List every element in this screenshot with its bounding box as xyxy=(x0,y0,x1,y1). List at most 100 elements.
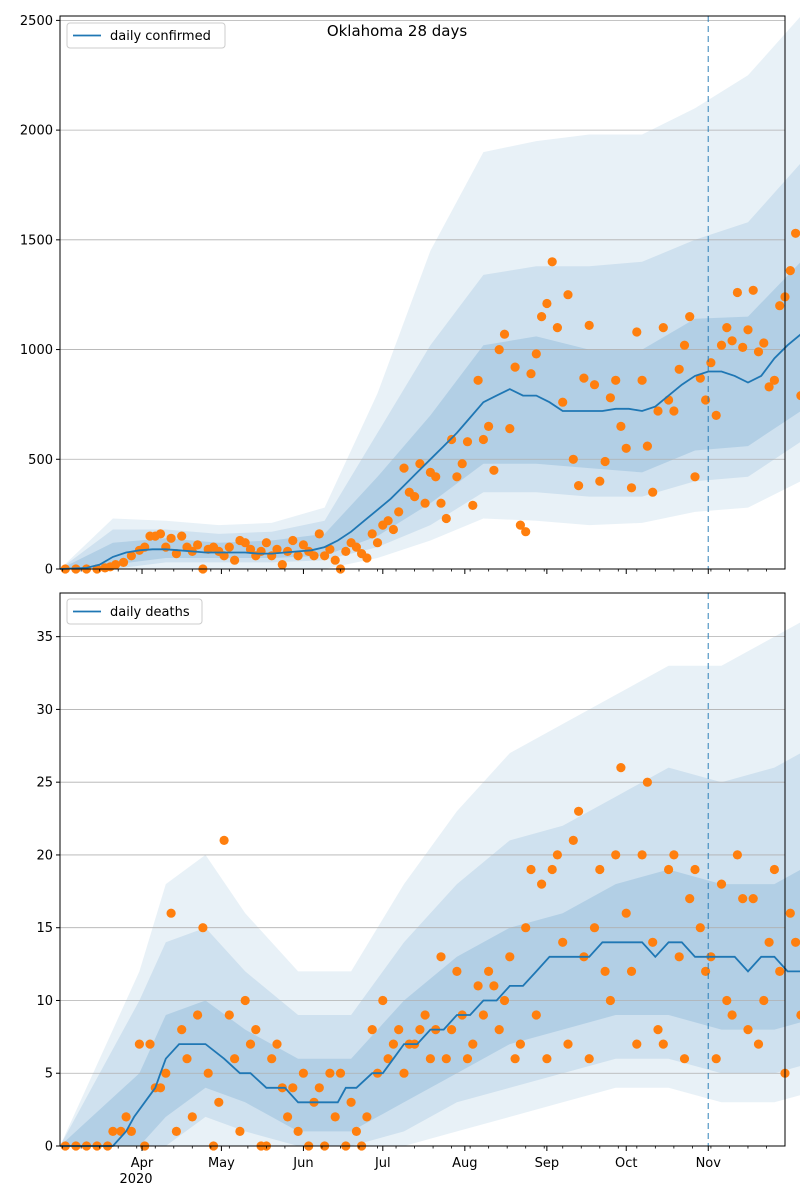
x-tick-label: Nov xyxy=(696,1156,722,1171)
observed-point xyxy=(441,513,451,524)
observed-point xyxy=(753,347,764,357)
observed-point xyxy=(272,544,282,554)
observed-point xyxy=(785,266,795,276)
y-tick-label: 1500 xyxy=(20,233,53,248)
observed-point xyxy=(796,1010,800,1020)
legend-label: daily deaths xyxy=(110,605,190,620)
observed-point xyxy=(759,995,769,1006)
observed-point xyxy=(791,937,800,947)
observed-point xyxy=(669,850,679,860)
observed-point xyxy=(219,835,229,846)
observed-point xyxy=(589,923,600,933)
observed-point xyxy=(126,551,136,561)
observed-point xyxy=(330,1112,340,1122)
observed-point xyxy=(658,1039,668,1049)
observed-point xyxy=(558,397,568,407)
observed-point xyxy=(362,1112,372,1122)
observed-point xyxy=(505,424,515,434)
observed-point xyxy=(605,995,616,1006)
observed-point xyxy=(166,908,176,918)
y-tick-label: 1000 xyxy=(20,343,53,358)
observed-point xyxy=(499,329,510,339)
observed-point xyxy=(611,375,621,385)
observed-point xyxy=(298,1068,308,1078)
confirmed-axes-frame xyxy=(59,15,786,570)
observed-point xyxy=(690,864,700,875)
observed-point xyxy=(462,437,473,447)
observed-point xyxy=(648,487,658,497)
observed-point xyxy=(155,1083,166,1093)
observed-point xyxy=(521,527,531,537)
observed-point xyxy=(351,1126,361,1136)
confirmed-gridlines xyxy=(60,19,785,460)
observed-point xyxy=(547,257,557,267)
observed-point xyxy=(468,1039,478,1049)
y-tick-label: 2000 xyxy=(20,124,53,139)
x-tick-label: Apr xyxy=(131,1156,154,1171)
observed-point xyxy=(314,1083,324,1093)
x-year-label: 2020 xyxy=(119,1172,152,1187)
observed-point xyxy=(537,312,547,322)
chart-title: Oklahoma 28 days xyxy=(327,22,468,40)
observed-point xyxy=(383,516,393,526)
observed-point xyxy=(679,340,690,350)
observed-point xyxy=(764,937,774,947)
observed-point xyxy=(134,1039,144,1049)
observed-point xyxy=(447,1025,457,1035)
observed-point xyxy=(748,285,758,295)
observed-point xyxy=(452,966,462,977)
y-tick-label: 5 xyxy=(45,1067,53,1082)
y-tick-label: 500 xyxy=(28,453,53,468)
observed-point xyxy=(346,1097,356,1107)
observed-point xyxy=(674,952,684,962)
observed-point xyxy=(653,1025,663,1035)
observed-point xyxy=(298,540,308,550)
observed-point xyxy=(505,952,515,962)
observed-point xyxy=(632,327,642,337)
observed-point xyxy=(251,1025,261,1035)
y-tick-label: 25 xyxy=(36,776,53,791)
observed-point xyxy=(632,1039,642,1049)
observed-point xyxy=(394,507,404,517)
observed-point xyxy=(325,544,335,554)
confirmed-x-ticks xyxy=(62,569,767,574)
observed-point xyxy=(600,966,610,977)
observed-point xyxy=(240,538,250,548)
observed-point xyxy=(388,524,398,535)
observed-point xyxy=(155,529,166,539)
observed-point xyxy=(764,382,774,392)
observed-point xyxy=(335,1068,346,1078)
observed-point xyxy=(473,375,483,385)
observed-point xyxy=(436,952,446,962)
observed-point xyxy=(288,535,298,546)
band-outer-area xyxy=(60,622,800,1146)
observed-point xyxy=(589,380,600,390)
observed-point xyxy=(574,806,584,816)
observed-point xyxy=(526,369,536,379)
observed-point xyxy=(595,864,605,875)
observed-point xyxy=(420,1010,430,1020)
band-inner-area xyxy=(60,262,800,569)
observed-point xyxy=(462,1054,473,1064)
y-tick-label: 30 xyxy=(36,703,53,718)
x-tick-label: May xyxy=(208,1156,235,1171)
observed-point xyxy=(494,1025,504,1035)
observed-point xyxy=(743,325,753,335)
observed-point xyxy=(595,476,605,486)
observed-point xyxy=(574,481,584,491)
observed-point xyxy=(224,1010,234,1020)
x-tick-label: Aug xyxy=(452,1156,477,1171)
observed-point xyxy=(198,923,208,933)
observed-point xyxy=(415,1025,425,1035)
observed-point xyxy=(261,538,271,548)
observed-point xyxy=(489,465,499,475)
observed-point xyxy=(775,301,785,311)
observed-point xyxy=(791,228,800,238)
observed-point xyxy=(626,483,637,493)
deaths-legend: daily deaths xyxy=(66,598,203,625)
observed-point xyxy=(441,1054,451,1064)
x-tick-label: Jun xyxy=(292,1156,313,1171)
confirmed-legend: daily confirmed xyxy=(66,22,226,49)
band-outer-area xyxy=(60,17,800,569)
